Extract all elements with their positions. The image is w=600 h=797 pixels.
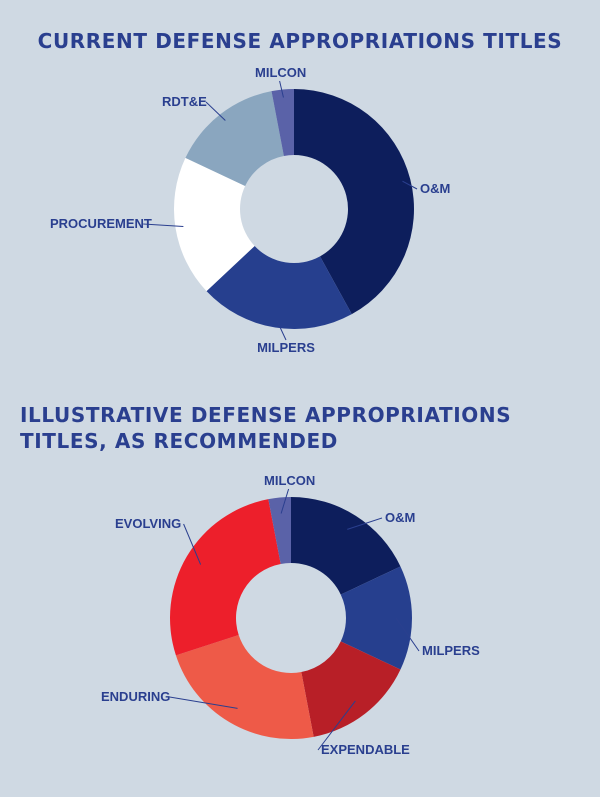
slice-expendable (301, 641, 401, 737)
label-milcon: MILCON (264, 473, 315, 488)
label-milpers: MILPERS (422, 643, 480, 658)
label-milpers: MILPERS (257, 340, 315, 355)
leader-line-milcon (279, 80, 284, 98)
label-expendable: EXPENDABLE (321, 742, 410, 757)
slice-oandm (294, 89, 415, 315)
chart-title-current: CURRENT DEFENSE APPROPRIATIONS TITLES (37, 29, 563, 53)
slice-oandm (291, 497, 401, 595)
label-oandm: O&M (385, 510, 415, 525)
label-oandm: O&M (420, 181, 450, 196)
leader-line-rdtande (205, 101, 226, 121)
leader-line-enduring (169, 696, 238, 709)
leader-line-milcon (280, 488, 290, 514)
leader-line-oandm (347, 517, 383, 530)
label-rdtande: RDT&E (162, 94, 207, 109)
leader-line-procurement (143, 223, 184, 228)
label-enduring: ENDURING (101, 689, 170, 704)
leader-line-expendable (317, 700, 356, 751)
leader-line-milpers (395, 617, 420, 652)
label-milcon: MILCON (255, 65, 306, 80)
donut-chart-current: O&M MILPERS PROCUREMENT RDT&E MILCON (50, 65, 450, 355)
slice-evolving (170, 499, 281, 656)
leader-line-oandm (402, 180, 418, 190)
slice-rdtande (185, 91, 284, 187)
slice-milpers (340, 566, 412, 670)
slice-milcon (271, 89, 294, 156)
slice-procurement (174, 157, 255, 292)
label-evolving: EVOLVING (115, 516, 181, 531)
donut-chart-recommended: O&M MILPERS EXPENDABLE ENDURING EVOLVING MILC… (101, 473, 480, 757)
chart-title-recommended: ILLUSTRATIVE DEFENSE APPROPRIATIONS TITL… (20, 403, 512, 453)
slice-milpers (206, 245, 352, 329)
leader-line-evolving (183, 523, 202, 565)
slice-milcon (268, 497, 291, 564)
leader-line-milpers (276, 319, 287, 341)
slice-enduring (175, 634, 314, 739)
label-procurement: PROCUREMENT (50, 216, 152, 231)
